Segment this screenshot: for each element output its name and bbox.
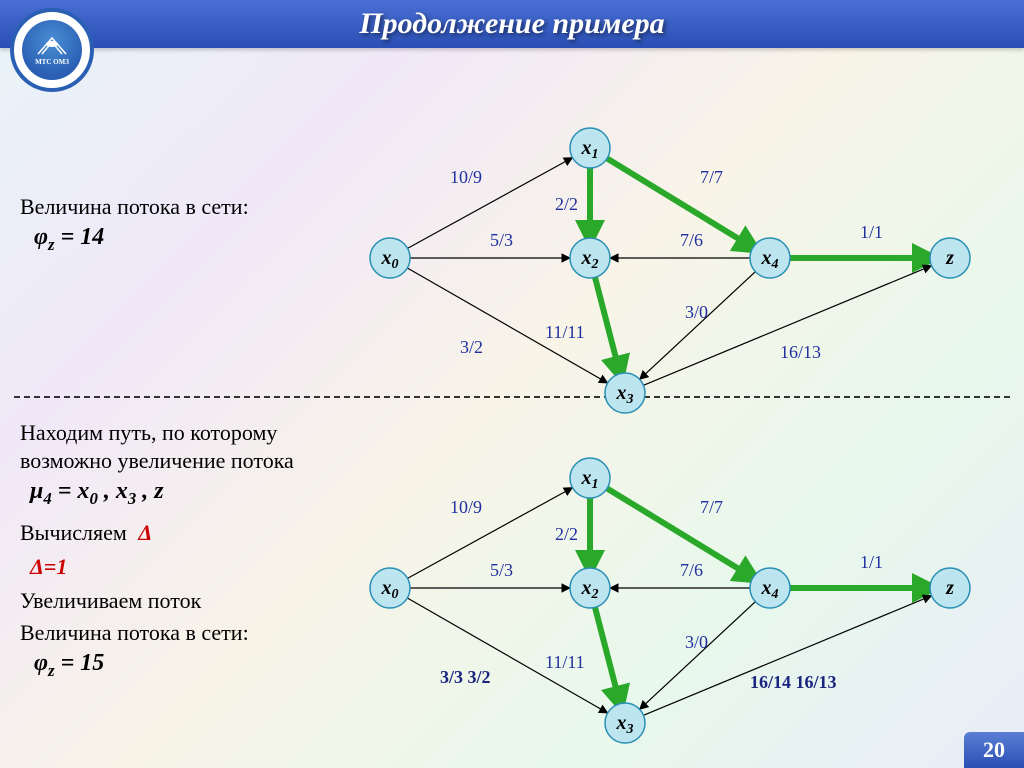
delta-value: Δ=1 bbox=[30, 554, 67, 580]
svg-text:z: z bbox=[945, 577, 954, 599]
flow-formula-2: φz = 15 bbox=[34, 650, 104, 681]
svg-text:z: z bbox=[945, 247, 954, 269]
svg-text:7/7: 7/7 bbox=[700, 167, 723, 187]
svg-text:3/3 3/2: 3/3 3/2 bbox=[440, 667, 491, 687]
compute-delta-label: Вычисляем Δ bbox=[20, 520, 152, 546]
content-area: Величина потока в сети: φz = 14 Находим … bbox=[0, 48, 1024, 732]
svg-text:2/2: 2/2 bbox=[555, 524, 578, 544]
svg-text:7/7: 7/7 bbox=[700, 497, 723, 517]
flow-formula-1: φz = 14 bbox=[34, 224, 104, 255]
logo: МТС ОМЗ bbox=[10, 8, 94, 92]
svg-text:3/0: 3/0 bbox=[685, 302, 708, 322]
logo-inner: МТС ОМЗ bbox=[22, 20, 82, 80]
flow-label-1: Величина потока в сети: bbox=[20, 194, 249, 220]
svg-text:2/2: 2/2 bbox=[555, 194, 578, 214]
logo-text: МТС ОМЗ bbox=[35, 58, 69, 66]
svg-text:11/11: 11/11 bbox=[545, 322, 585, 342]
delta-symbol: Δ bbox=[138, 520, 152, 545]
path-text-2: возможно увеличение потока bbox=[20, 448, 294, 474]
svg-text:3/0: 3/0 bbox=[685, 632, 708, 652]
flow-label-2: Величина потока в сети: bbox=[20, 620, 249, 646]
svg-text:11/11: 11/11 bbox=[545, 652, 585, 672]
network-graph-2: 10/9 5/3 3/3 3/2 2/2 7/7 7/6 11/11 3/0 1/1 16/14 … bbox=[330, 448, 1010, 748]
svg-text:10/9: 10/9 bbox=[450, 167, 482, 187]
svg-text:16/14 16/13: 16/14 16/13 bbox=[750, 672, 837, 692]
page-number: 20 bbox=[964, 732, 1024, 768]
path-text-1: Находим путь, по которому bbox=[20, 420, 277, 446]
compute-text: Вычисляем bbox=[20, 520, 127, 545]
page-title: Продолжение примера bbox=[359, 7, 664, 41]
flow-text-1: Величина потока в сети: bbox=[20, 194, 249, 219]
svg-text:7/6: 7/6 bbox=[680, 230, 703, 250]
svg-text:5/3: 5/3 bbox=[490, 560, 513, 580]
mu-formula: μ4 = x0 , x3 , z bbox=[30, 478, 164, 509]
svg-text:3/2: 3/2 bbox=[460, 337, 483, 357]
svg-text:1/1: 1/1 bbox=[860, 222, 883, 242]
svg-text:16/13: 16/13 bbox=[780, 342, 821, 362]
network-graph-1: 10/95/33/22/27/77/611/113/01/116/13x0x1x… bbox=[330, 118, 1010, 418]
svg-text:1/1: 1/1 bbox=[860, 552, 883, 572]
svg-text:7/6: 7/6 bbox=[680, 560, 703, 580]
increase-text: Увеличиваем поток bbox=[20, 588, 201, 614]
svg-text:5/3: 5/3 bbox=[490, 230, 513, 250]
title-bar: МТС ОМЗ Продолжение примера bbox=[0, 0, 1024, 48]
svg-text:10/9: 10/9 bbox=[450, 497, 482, 517]
